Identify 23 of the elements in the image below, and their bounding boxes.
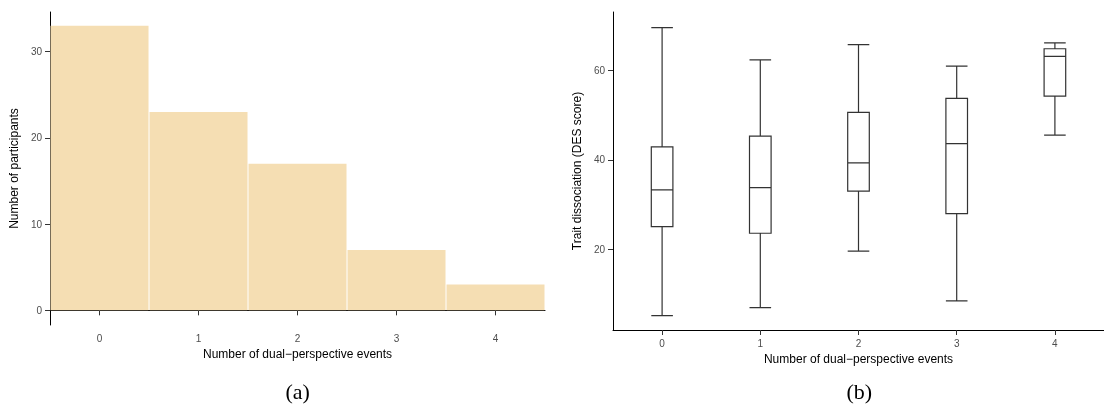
y-tick-label: 30: [30, 46, 43, 58]
y-tick-label: 0: [36, 304, 43, 316]
x-tick-label: 1: [195, 332, 202, 344]
x-tick-label: 3: [393, 332, 400, 344]
text: (a): [285, 378, 310, 404]
x-tick-label: 0: [96, 332, 103, 344]
y-tick-label: 40: [593, 154, 606, 166]
text: (b): [846, 378, 873, 404]
x-tick-label: 4: [492, 332, 499, 344]
y-axis-title: Number of participants: [7, 108, 21, 229]
x-axis-title: Number of dual−perspective events: [763, 351, 954, 366]
x-tick-label: 2: [855, 337, 862, 349]
y-axis-title: Trait dissociation (DES score): [569, 91, 584, 251]
x-tick-label: 1: [757, 337, 764, 349]
x-tick-label: 3: [953, 337, 960, 349]
x-tick-label: 4: [1052, 337, 1059, 349]
y-tick-label: 20: [30, 132, 43, 144]
x-axis-title: Number of dual−perspective events: [202, 346, 393, 361]
y-tick-label: 20: [593, 243, 606, 255]
x-tick-label: 2: [294, 332, 301, 344]
y-tick-label: 60: [593, 64, 606, 76]
x-tick-label: 0: [659, 337, 666, 349]
y-tick-label: 10: [30, 218, 43, 230]
